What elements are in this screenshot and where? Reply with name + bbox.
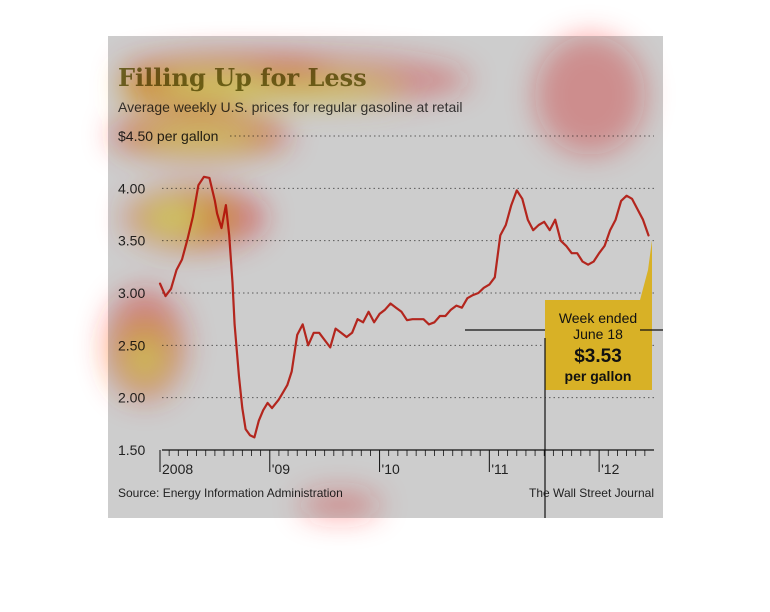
source-note: Source: Energy Information Administratio…: [118, 486, 343, 500]
heat-blob: [300, 491, 380, 519]
y-tick-label: 1.50: [118, 442, 145, 458]
credit-note: The Wall Street Journal: [529, 486, 654, 500]
x-tick-label: 2008: [162, 461, 193, 477]
callout-price: $3.53: [574, 346, 622, 367]
x-tick-label: '12: [601, 461, 619, 477]
callout-unit: per gallon: [565, 368, 632, 384]
heat-blob: [145, 128, 255, 146]
x-tick-label: '09: [272, 461, 290, 477]
x-tick-labels: 2008 '09 '10 '11 '12: [159, 450, 646, 477]
callout-box: [545, 240, 652, 390]
heat-blob: [535, 35, 645, 155]
heat-blob: [210, 82, 390, 102]
heat-blob: [132, 343, 158, 377]
callout-line2: June 18: [573, 326, 623, 342]
x-tick-label: '11: [491, 461, 508, 477]
heat-blob: [144, 204, 200, 232]
y-tick-label: 4.00: [118, 180, 145, 196]
x-tick-label: '10: [382, 461, 400, 477]
attention-heatmap: [105, 35, 645, 519]
price-line: [158, 175, 650, 439]
callout-line1: Week ended: [559, 310, 637, 326]
